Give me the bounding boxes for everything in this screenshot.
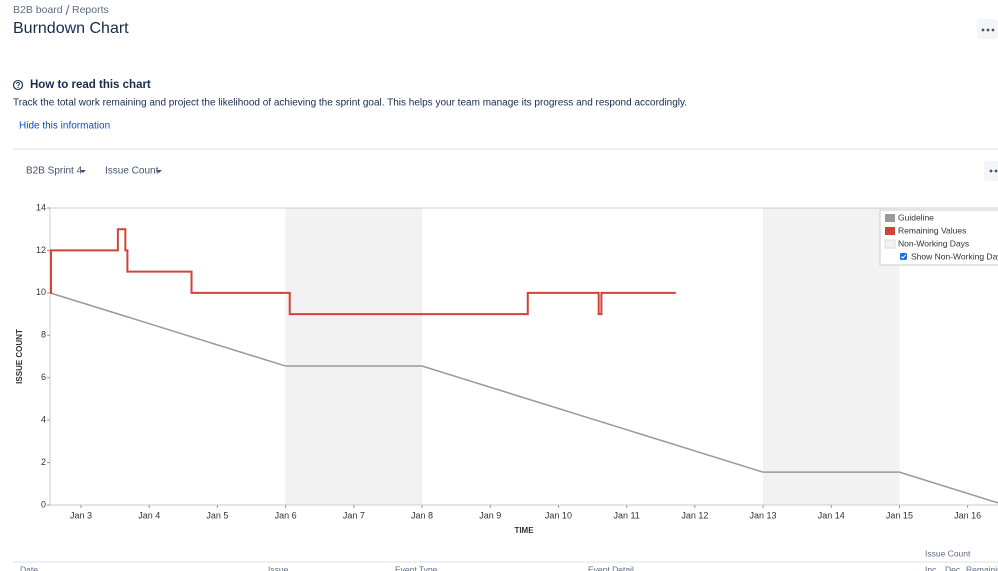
help-icon <box>12 79 24 91</box>
x-axis-label: TIME <box>514 526 534 535</box>
table-column-header: Dec. <box>945 564 962 571</box>
table-column-header: Issue <box>268 564 289 571</box>
x-tick-label: Jan 12 <box>681 510 708 520</box>
non-working-band <box>285 208 423 505</box>
legend-label: Remaining Values <box>898 225 966 235</box>
x-tick-label: Jan 15 <box>886 510 913 520</box>
x-tick-label: Jan 10 <box>545 510 572 520</box>
y-tick-label: 2 <box>41 457 46 467</box>
x-tick-label: Jan 3 <box>70 510 92 520</box>
x-tick-label: Jan 14 <box>818 510 845 520</box>
more-button[interactable] <box>977 19 998 39</box>
hide-info-link[interactable]: Hide this information <box>19 121 110 132</box>
estimate-dropdown[interactable]: Issue Count <box>105 166 162 177</box>
table-group-header: Issue Count <box>925 548 971 558</box>
y-tick-label: 12 <box>36 245 46 255</box>
breadcrumb[interactable]: Reports <box>72 4 109 16</box>
y-tick-label: 0 <box>41 499 46 509</box>
x-tick-label: Jan 4 <box>138 510 160 520</box>
y-tick-label: 14 <box>36 202 46 212</box>
x-tick-label: Jan 9 <box>479 510 501 520</box>
table-column-header: Date <box>20 564 38 571</box>
series-line <box>49 292 998 504</box>
series-line <box>50 228 676 316</box>
non-working-band <box>763 208 900 505</box>
x-tick-label: Jan 5 <box>206 510 228 520</box>
plot-frame <box>49 207 998 506</box>
breadcrumb[interactable]: B2B board <box>13 4 63 16</box>
table-column-header: Event Detail <box>588 564 634 571</box>
dropdown-label[interactable]: B2B Sprint 4 <box>26 166 83 177</box>
x-tick-label: Jan 7 <box>343 510 365 520</box>
checkbox <box>900 253 907 260</box>
dropdown-label[interactable]: Issue Count <box>105 166 159 177</box>
info-heading: How to read this chart <box>30 79 151 91</box>
x-tick-label: Jan 13 <box>750 510 777 520</box>
legend-swatch <box>885 227 895 235</box>
legend-box <box>879 209 998 266</box>
x-tick-label: Jan 11 <box>613 510 639 520</box>
x-tick-label: Jan 8 <box>411 510 433 520</box>
y-tick-label: 8 <box>41 330 46 340</box>
table-column-header: Inc. <box>925 564 939 571</box>
y-tick-label: 4 <box>41 415 46 425</box>
checkmark <box>901 254 906 259</box>
burndown-chart: 0 2 4 6 8 10 12 14 Jan 3 Jan 4 Jan 5 Jan 6 Jan 7 Jan … <box>15 202 998 535</box>
sprint-dropdown[interactable]: B2B Sprint 4 <box>26 166 86 177</box>
legend-swatch <box>885 214 895 222</box>
table-column-header: Event Type <box>395 564 438 571</box>
table-column-header: Remaining <box>966 564 998 571</box>
legend-swatch <box>884 239 896 249</box>
y-tick-label: 6 <box>41 372 46 382</box>
page-title: Burndown Chart <box>13 20 129 37</box>
y-tick-label: 10 <box>36 287 46 297</box>
chart-more-button[interactable] <box>984 161 998 181</box>
breadcrumb-separator <box>65 4 70 16</box>
x-tick-label: Jan 16 <box>954 510 981 520</box>
legend-label: Non-Working Days <box>898 238 969 248</box>
x-tick-label: Jan 6 <box>275 510 297 520</box>
legend-label: Guideline <box>898 212 934 222</box>
toggle-label: Show Non-Working Days <box>911 251 998 261</box>
y-axis-label: ISSUE COUNT <box>15 329 24 384</box>
info-text: Track the total work remaining and proje… <box>13 98 687 109</box>
non-working-toggle[interactable]: Show Non-Working Days <box>900 251 998 261</box>
